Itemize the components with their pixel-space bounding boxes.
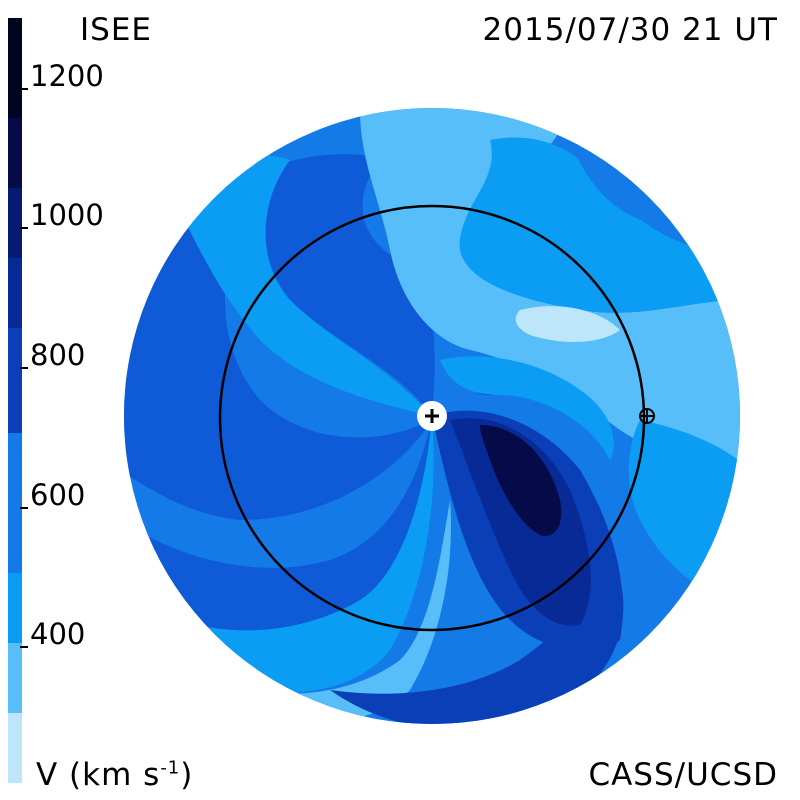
datetime-label: 2015/07/30 21 UT xyxy=(482,12,778,48)
velocity-region xyxy=(124,416,434,654)
velocity-region xyxy=(515,306,620,342)
colorbar-band xyxy=(8,258,22,328)
colorbar-band xyxy=(8,643,22,713)
velocity-region xyxy=(180,416,434,693)
colorbar-tick-mark xyxy=(20,507,28,509)
colorbar-tick-label: 400 xyxy=(30,617,86,651)
source-label: ISEE xyxy=(80,12,152,48)
colorbar-tick-label: 600 xyxy=(30,478,86,512)
colorbar-band xyxy=(8,188,22,258)
velocity-region xyxy=(250,500,451,720)
colorbar-tick-mark xyxy=(20,367,28,369)
colorbar-tick-label: 1000 xyxy=(30,198,104,232)
credit-label: CASS/UCSD xyxy=(588,757,778,793)
colorbar-band xyxy=(8,118,22,188)
quantity-exponent: -1 xyxy=(160,757,181,779)
colorbar-band xyxy=(8,328,22,433)
velocity-region xyxy=(160,153,432,416)
sun-plus-icon xyxy=(417,401,447,431)
colorbar-tick-mark xyxy=(20,88,28,90)
velocity-region xyxy=(124,166,432,520)
colorbar-tick-label: 1200 xyxy=(30,59,104,93)
colorbar-band xyxy=(8,713,22,783)
quantity-close: ) xyxy=(180,757,194,793)
earth-icon xyxy=(639,408,655,424)
velocity-colorbar xyxy=(8,18,22,783)
velocity-region xyxy=(459,137,740,313)
colorbar-band xyxy=(8,433,22,573)
colorbar-tick-mark xyxy=(20,227,28,229)
velocity-region xyxy=(450,418,591,626)
orbit-circle xyxy=(218,204,646,632)
velocity-region xyxy=(360,108,740,470)
velocity-region xyxy=(240,154,435,417)
velocity-region xyxy=(330,580,624,724)
colorbar-tick-label: 800 xyxy=(30,338,86,372)
velocity-region xyxy=(480,425,562,536)
colorbar-tick-mark xyxy=(20,646,28,648)
colorbar-band xyxy=(8,18,22,118)
velocity-region xyxy=(440,356,614,460)
quantity-label: V (km s-1) xyxy=(36,757,193,793)
quantity-text: V (km s xyxy=(36,757,161,793)
